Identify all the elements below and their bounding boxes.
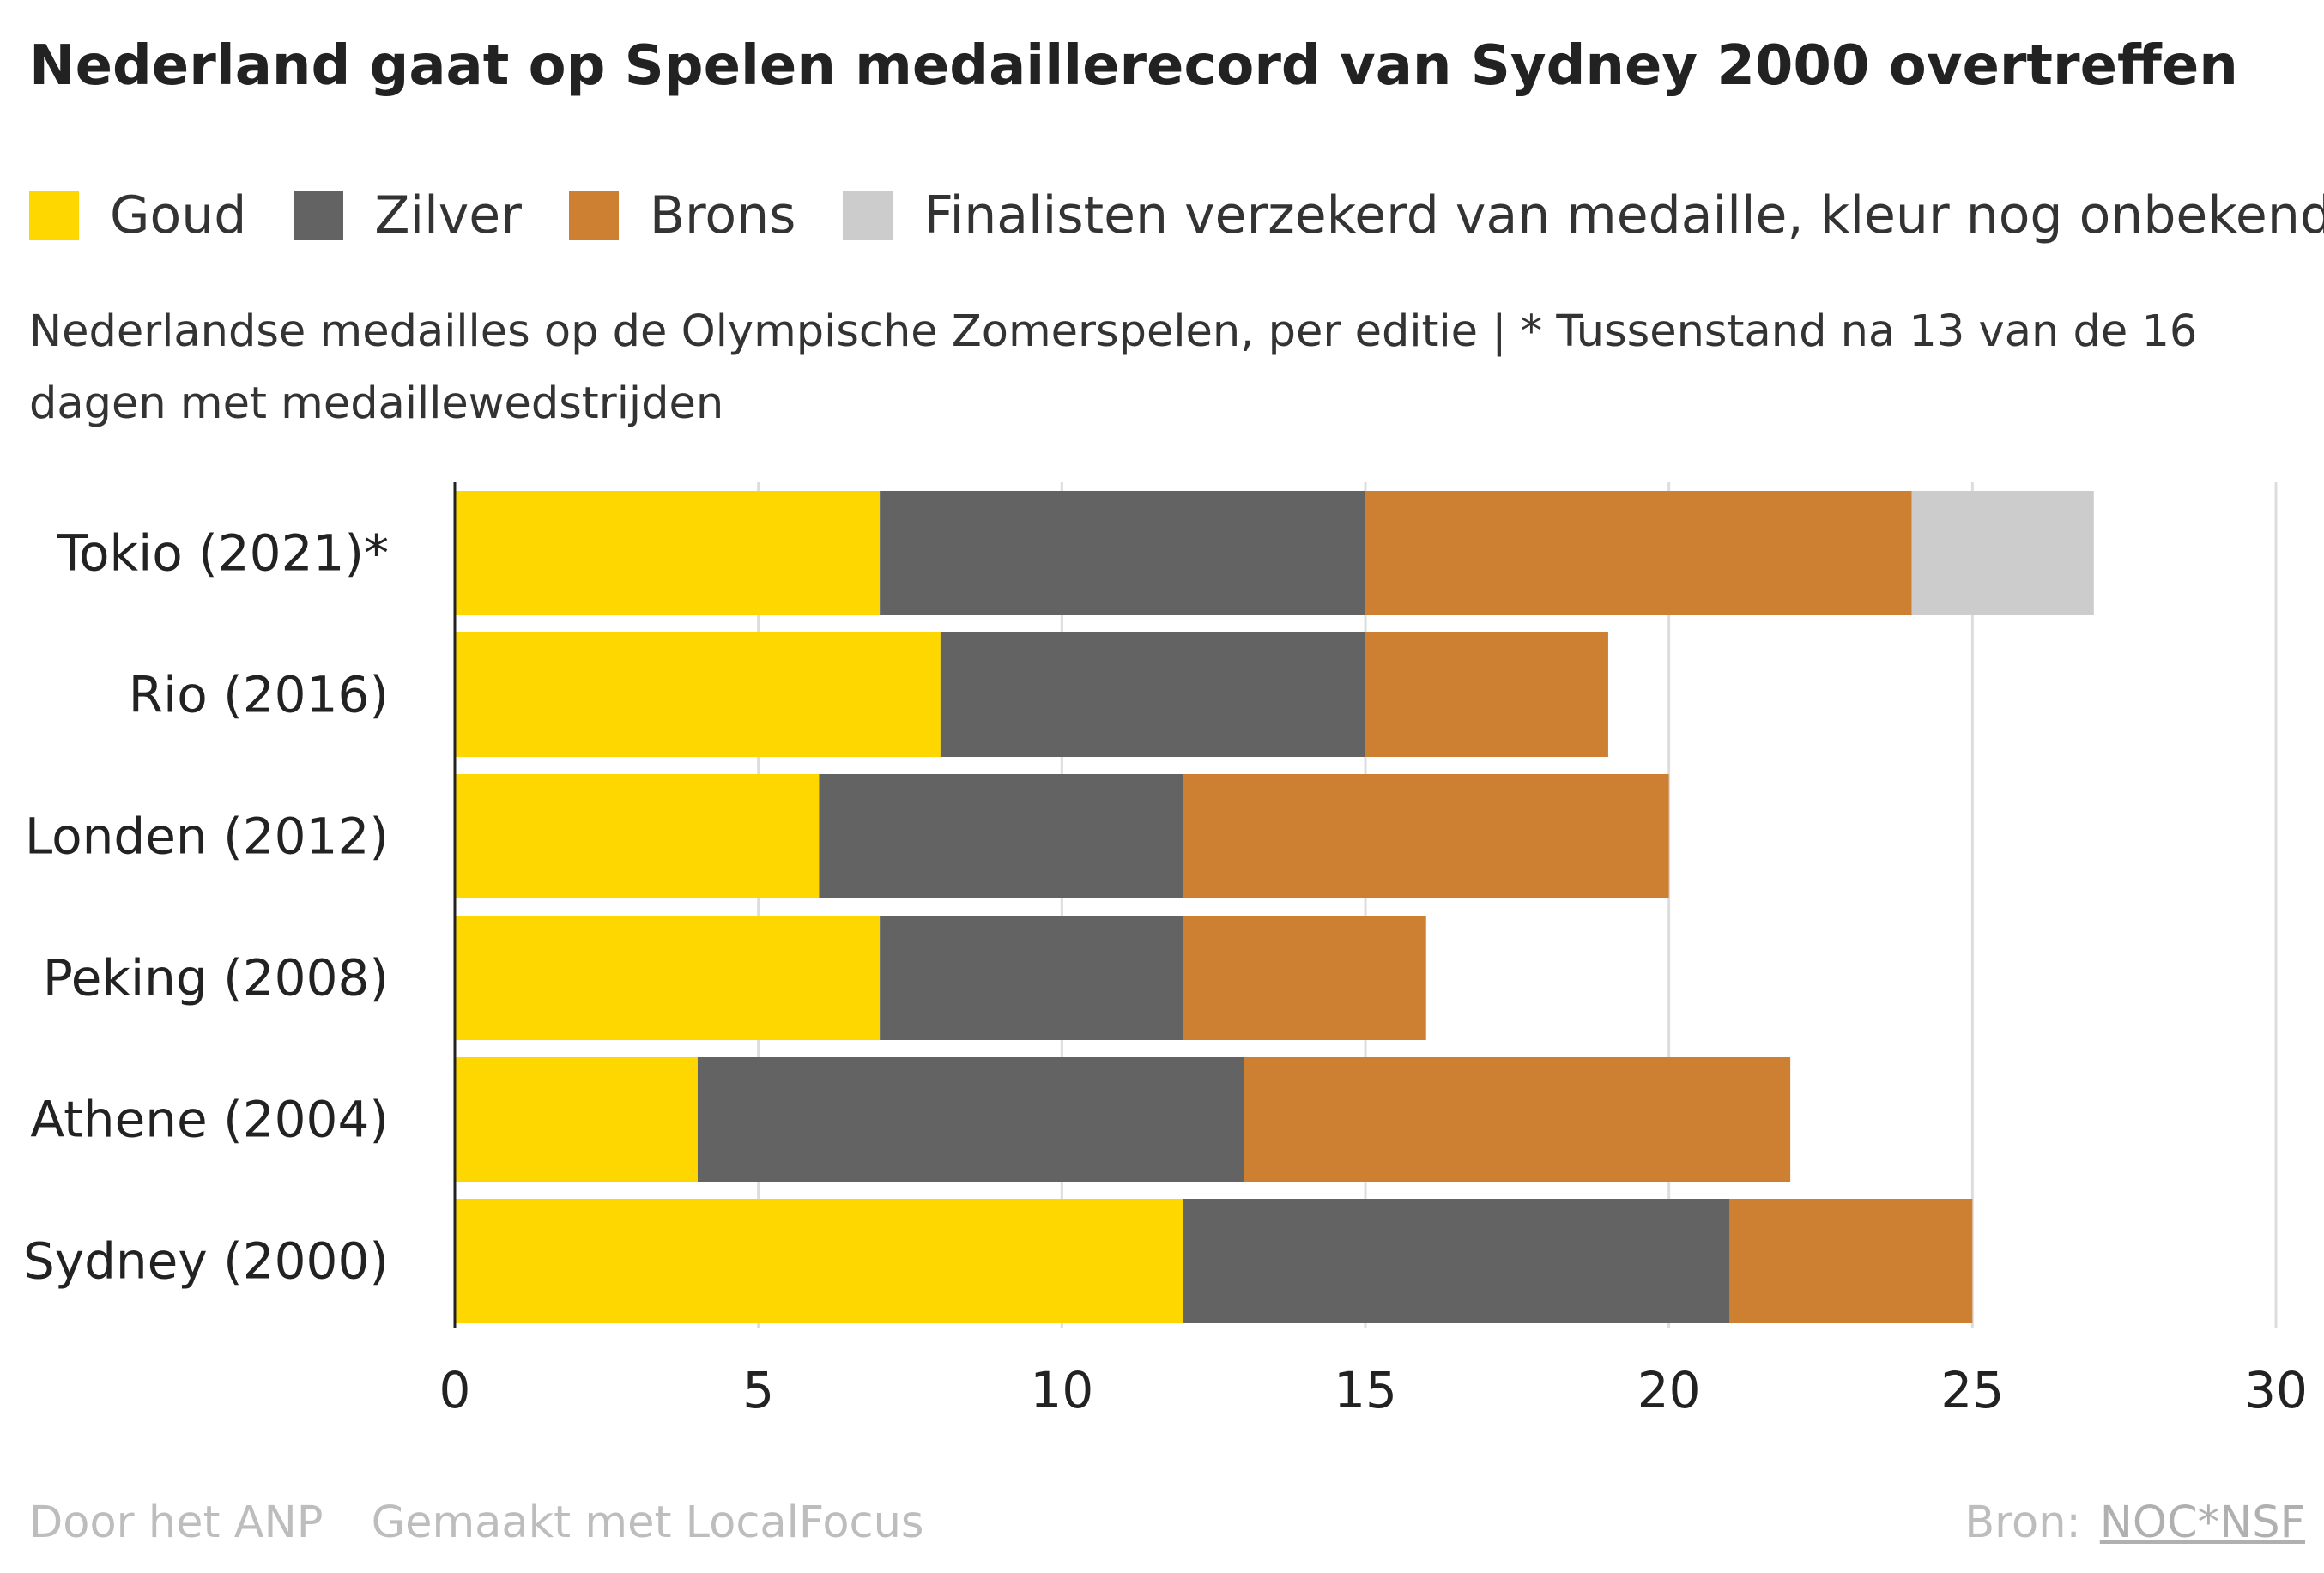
legend-swatch [843,191,893,240]
category-label: Sydney (2000) [23,1232,389,1291]
source-link[interactable]: NOC*NSF [2099,1497,2305,1548]
x-tick-label: 5 [742,1361,774,1419]
footer-author: Door het ANP [29,1497,324,1548]
legend-label: Zilver [374,185,522,245]
footer-source: Bron: NOC*NSF [1964,1497,2305,1548]
bar-segment [455,1199,1183,1323]
legend-swatch [29,191,79,240]
legend-item: Goud [29,185,246,245]
legend-item: Finalisten verzekerd van medaille, kleur… [843,185,2324,245]
x-tick-label: 15 [1334,1361,1397,1419]
legend-item: Zilver [294,185,522,245]
stacked-bar-chart: Tokio (2021)* Rio (2016) Londen (2012) Peki… [23,482,2308,1419]
bar-segment [819,774,1183,898]
chart-title: Nederland gaat op Spelen medaillerecord … [29,34,2238,98]
bar-segment [455,491,881,615]
x-tick-label: 25 [1940,1361,2004,1419]
x-tick-label: 0 [439,1361,471,1419]
legend: Goud Zilver Brons Finalisten verzekerd van … [29,185,2324,246]
bar-segment [1365,491,1912,615]
bar-segment [455,916,881,1040]
bar-segment [455,632,941,757]
bar-segment [1911,491,2094,615]
category-label: Tokio (2021)* [56,524,389,583]
bar-segment [1244,1057,1791,1182]
category-label: Rio (2016) [129,666,389,724]
x-tick-label: 20 [1637,1361,1701,1419]
legend-item: Brons [568,185,796,245]
legend-label: Brons [649,185,796,245]
bar-segment [1183,916,1426,1040]
legend-swatch [294,191,344,240]
category-label: Peking (2008) [43,949,389,1007]
x-tick-label: 10 [1030,1361,1093,1419]
bar-segment [1183,1199,1730,1323]
footer-tool-link[interactable]: Gemaakt met LocalFocus [371,1497,924,1548]
bar-segment [697,1057,1244,1182]
legend-swatch [568,191,619,240]
legend-label: Finalisten verzekerd van medaille, kleur… [923,185,2324,245]
bar-segment [940,632,1365,757]
bar-segment [1365,632,1608,757]
bar-segment [1183,774,1669,898]
chart-subtitle: Nederlandse medailles op de Olympische Z… [29,306,2198,429]
bar-segment [455,774,820,898]
bar-segment [1729,1199,1973,1323]
category-label: Athene (2004) [30,1091,389,1149]
category-label: Londen (2012) [25,808,389,866]
footer-credits: Door het ANP Gemaakt met LocalFocus [29,1497,924,1548]
bar-segment [455,1057,698,1182]
legend-label: Goud [110,185,247,245]
bar-segment [880,491,1365,615]
source-label: Bron: [1964,1497,2081,1548]
bar-segment [880,916,1183,1040]
x-tick-label: 30 [2244,1361,2308,1419]
